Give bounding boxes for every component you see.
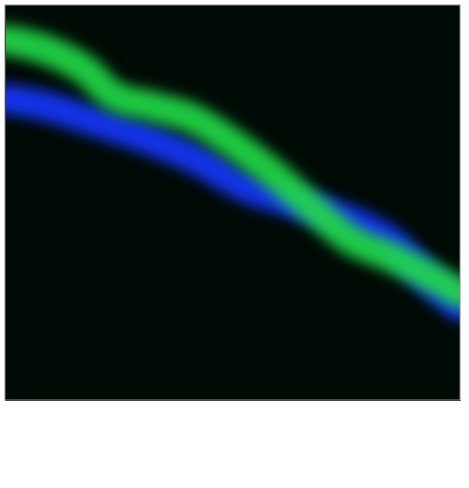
chart	[0, 0, 469, 488]
band	[5, 40, 460, 294]
plot-area	[5, 5, 460, 400]
plot	[5, 5, 461, 401]
frame	[5, 5, 460, 400]
background	[5, 5, 460, 400]
